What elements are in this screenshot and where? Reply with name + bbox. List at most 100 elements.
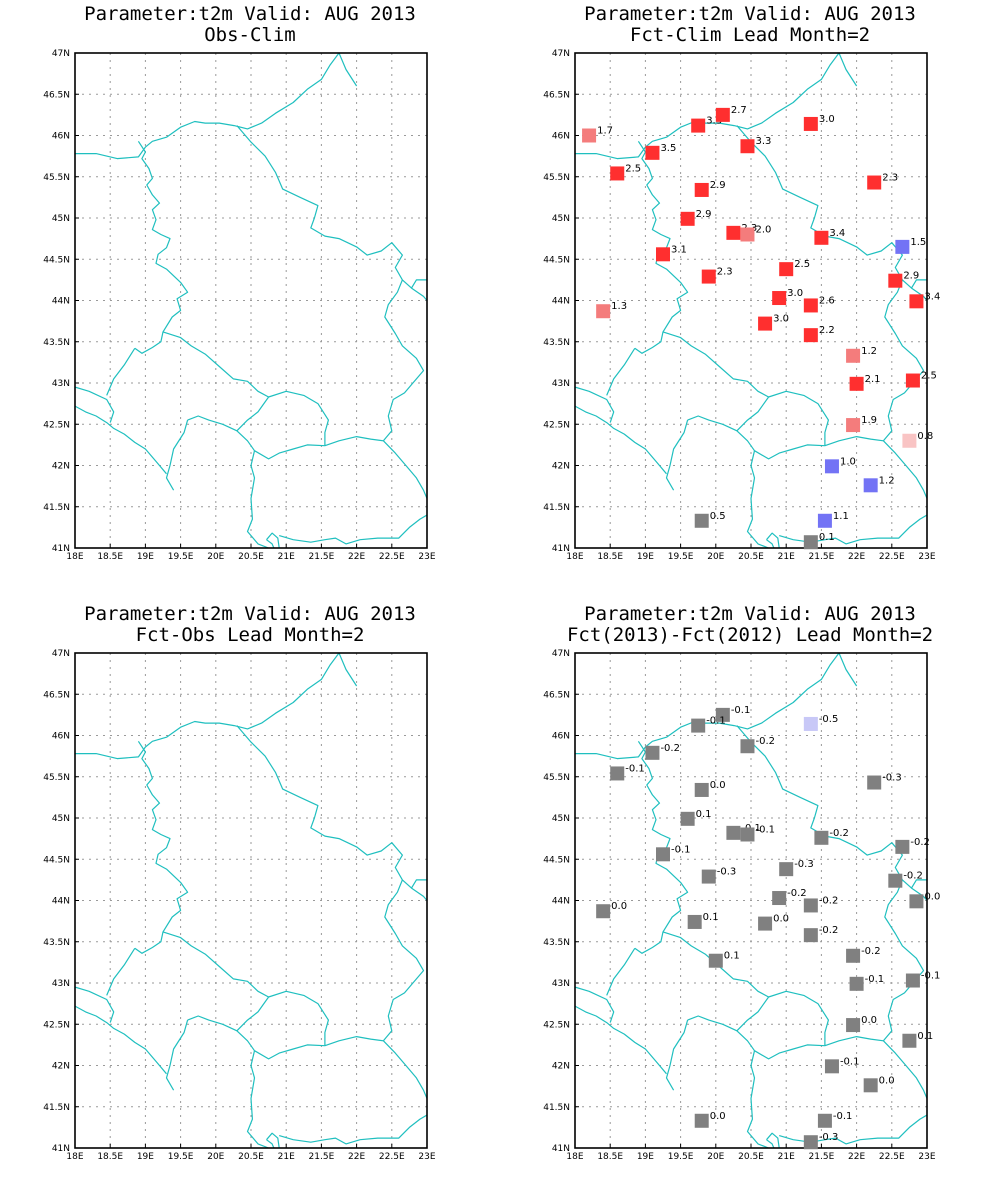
y-tick-label: 45N — [552, 814, 570, 824]
station-value-label: 2.7 — [731, 105, 747, 116]
station-marker — [645, 145, 660, 160]
x-tick-label: 23E — [918, 1152, 935, 1162]
x-tick-label: 19E — [137, 552, 154, 562]
x-tick-label: 21.5E — [309, 552, 335, 562]
station-value-label: 1.2 — [879, 475, 895, 486]
station-marker — [772, 291, 787, 306]
border-line — [382, 879, 425, 1042]
x-tick-label: 18.5E — [597, 552, 623, 562]
border-line — [75, 1005, 167, 1075]
station-marker — [909, 894, 924, 909]
y-tick-label: 45N — [52, 814, 70, 824]
border-line — [746, 1050, 769, 1148]
panel-fct-obs: Parameter:t2m Valid: AUG 2013 Fct-Obs Le… — [43, 603, 436, 1162]
y-tick-label: 44N — [52, 897, 70, 907]
station-marker — [888, 273, 903, 288]
border-line — [575, 53, 840, 160]
station-marker — [656, 847, 670, 862]
border-line — [736, 430, 755, 452]
x-tick-label: 20.5E — [738, 552, 764, 562]
station-marker — [824, 1059, 839, 1074]
y-tick-label: 46.5N — [543, 690, 570, 700]
x-tick-label: 21E — [278, 1152, 295, 1162]
station-markers: 1.7 3.5 3.3 2.7 3.3 3.0 2.5 2.9 2.3 2.9 2.3 2.0 3.4 1… — [582, 105, 940, 550]
station-value-label: -0.2 — [787, 888, 807, 899]
y-tick-label: 43N — [552, 379, 570, 389]
y-tick-label: 45.5N — [543, 773, 570, 783]
station-value-label: -0.3 — [882, 773, 902, 784]
map-plot-obs-clim: 18E 18.5E 19E 19.5E 20E 20.5E 21E 21.5E 22E 22.5E… — [43, 49, 436, 562]
x-tick-label: 19E — [137, 1152, 154, 1162]
panel-title-line1: Parameter:t2m Valid: AUG 2013 — [84, 3, 416, 25]
station-marker — [779, 262, 794, 277]
station-value-label: 1.2 — [861, 346, 877, 357]
panel-title-line1: Parameter:t2m Valid: AUG 2013 — [584, 603, 916, 625]
y-tick-label: 42.5N — [43, 420, 70, 430]
y-tick-label: 42N — [52, 462, 70, 472]
country-borders — [75, 653, 427, 1148]
border-line — [75, 653, 340, 760]
y-tick-label: 44.5N — [43, 855, 70, 865]
station-marker — [803, 1135, 818, 1150]
border-line — [838, 653, 858, 687]
border-line — [266, 532, 280, 548]
station-marker — [726, 825, 741, 840]
x-tick-label: 20.5E — [238, 1152, 264, 1162]
station-value-label: 2.9 — [710, 180, 726, 191]
border-line — [236, 1030, 255, 1052]
border-line — [410, 279, 427, 289]
station-marker — [849, 976, 864, 991]
border-line — [338, 653, 358, 687]
plot-frame — [74, 52, 428, 549]
station-value-label: 2.6 — [819, 295, 835, 306]
x-tick-label: 18E — [566, 1152, 583, 1162]
y-tick-label: 43.5N — [43, 338, 70, 348]
station-value-label: -0.1 — [921, 971, 941, 982]
y-tick-label: 46.5N — [43, 90, 70, 100]
y-tick-label: 41N — [52, 544, 70, 554]
station-marker — [708, 953, 723, 968]
y-tick-label: 45.5N — [543, 173, 570, 183]
y-tick-label: 47N — [552, 49, 570, 59]
x-tick-label: 19.5E — [668, 1152, 694, 1162]
station-marker — [680, 211, 695, 226]
border-line — [134, 140, 189, 354]
border-line — [882, 440, 927, 499]
x-tick-label: 20E — [207, 552, 224, 562]
axis-ticks: 18E 18.5E 19E 19.5E 20E 20.5E 21E 21.5E 22E 22.5E… — [43, 649, 436, 1162]
station-value-label: 2.5 — [794, 259, 810, 270]
station-value-label: 0.0 — [710, 1111, 726, 1122]
y-tick-label: 43.5N — [43, 938, 70, 948]
station-value-label: 0.1 — [696, 809, 712, 820]
border-line — [910, 879, 927, 889]
plot-frame — [574, 652, 928, 1149]
station-value-label: -0.1 — [706, 716, 726, 727]
map-plot-fct-clim: 18E 18.5E 19E 19.5E 20E 20.5E 21E 21.5E 22E 22.5E… — [543, 49, 940, 562]
y-tick-label: 46N — [552, 732, 570, 742]
panel-title-line2: Fct-Clim Lead Month=2 — [630, 24, 870, 46]
panel-title-line2: Fct(2013)-Fct(2012) Lead Month=2 — [567, 624, 933, 646]
station-value-label: -0.3 — [794, 859, 814, 870]
station-marker — [909, 294, 924, 309]
station-value-label: 0.0 — [861, 1015, 877, 1026]
y-tick-label: 41.5N — [43, 1103, 70, 1113]
y-tick-label: 44.5N — [43, 255, 70, 265]
y-tick-label: 41N — [552, 1144, 570, 1154]
y-tick-label: 43.5N — [543, 338, 570, 348]
station-value-label: -0.2 — [755, 736, 775, 747]
station-value-label: 0.1 — [917, 1031, 933, 1042]
station-marker — [740, 739, 755, 754]
station-marker — [846, 348, 861, 363]
station-value-label: 1.3 — [611, 301, 627, 312]
y-tick-label: 44.5N — [543, 255, 570, 265]
station-marker — [803, 298, 818, 313]
x-tick-label: 20E — [707, 1152, 724, 1162]
station-marker — [694, 182, 709, 197]
border-line — [279, 514, 427, 545]
station-value-label: -0.1 — [731, 705, 751, 716]
border-line — [768, 390, 829, 446]
station-marker — [846, 948, 861, 963]
axis-ticks: 18E 18.5E 19E 19.5E 20E 20.5E 21E 21.5E 22E 22.5E… — [543, 49, 936, 562]
x-tick-label: 23E — [918, 552, 935, 562]
border-line — [75, 53, 340, 160]
